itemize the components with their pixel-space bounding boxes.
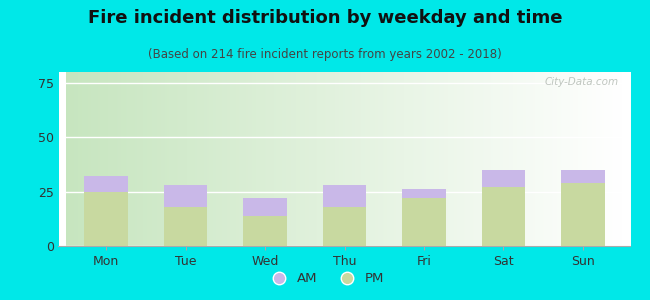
Bar [482, 170, 525, 187]
Bar [402, 190, 446, 198]
Text: Fire incident distribution by weekday and time: Fire incident distribution by weekday an… [88, 9, 562, 27]
Text: (Based on 214 fire incident reports from years 2002 - 2018): (Based on 214 fire incident reports from… [148, 48, 502, 61]
Bar [164, 185, 207, 207]
Bar [482, 187, 525, 246]
Bar [84, 192, 128, 246]
Bar [561, 183, 605, 246]
Legend: AM, PM: AM, PM [260, 267, 390, 290]
Bar [322, 207, 367, 246]
Bar [402, 198, 446, 246]
Bar [243, 215, 287, 246]
Bar [164, 207, 207, 246]
Bar [243, 198, 287, 215]
Bar [561, 170, 605, 183]
Bar [84, 176, 128, 192]
Bar [322, 185, 367, 207]
Text: City-Data.com: City-Data.com [545, 77, 619, 87]
